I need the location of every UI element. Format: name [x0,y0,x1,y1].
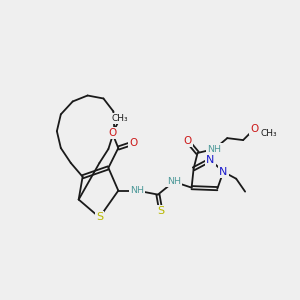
Text: NH: NH [130,186,144,195]
Text: CH₃: CH₃ [261,129,277,138]
Text: S: S [96,212,103,222]
Text: NH: NH [207,145,221,154]
Text: O: O [250,124,258,134]
Text: O: O [184,136,192,146]
Text: O: O [129,138,137,148]
Text: NH: NH [167,177,181,186]
Text: O: O [108,128,116,138]
Text: S: S [157,206,164,216]
Text: N: N [219,167,227,177]
Text: CH₃: CH₃ [112,114,129,123]
Text: N: N [206,155,214,165]
